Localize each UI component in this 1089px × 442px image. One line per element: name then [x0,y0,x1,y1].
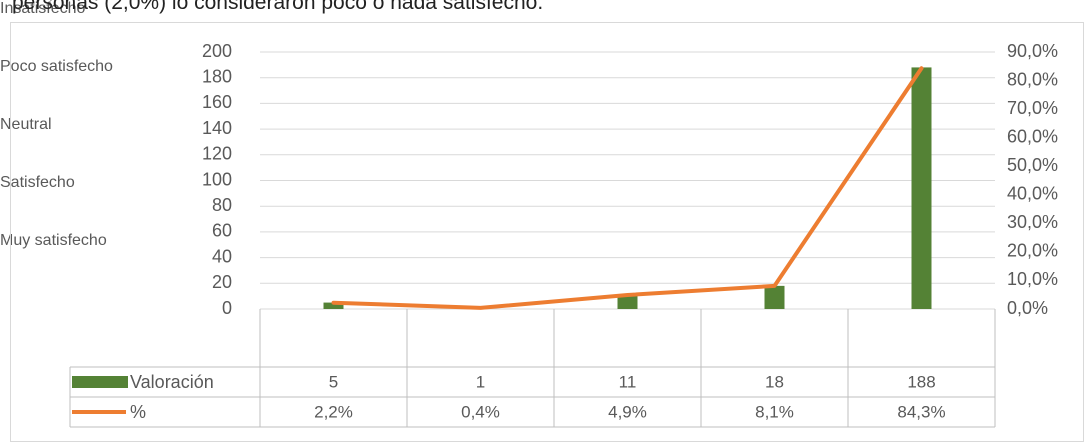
legend-label: % [130,402,146,422]
y2-tick-label: 50,0% [1007,155,1058,175]
bar [617,294,638,309]
table-value: 8,1% [755,402,794,421]
y-tick-label: 160 [202,92,232,112]
y-tick-label: 140 [202,118,232,138]
table-value: 0,4% [461,402,500,421]
y-tick-label: 20 [212,272,232,292]
y-tick-label: 200 [202,41,232,61]
legend-label: Valoración [130,372,214,392]
bar [323,302,344,309]
y2-tick-label: 70,0% [1007,98,1058,118]
y2-tick-label: 0,0% [1007,298,1048,318]
bar [764,285,785,309]
category-label: Muy satisfecho [0,232,107,249]
category-label: Poco satisfecho [0,58,113,75]
y-tick-label: 80 [212,195,232,215]
table-value: 2,2% [314,402,353,421]
legend-key [72,376,128,388]
category-label: Insatisfecho [0,0,86,17]
caption: personas (2,0%) lo consideraron poco o n… [12,0,544,14]
y-tick-label: 180 [202,66,232,86]
y2-tick-label: 60,0% [1007,126,1058,146]
y2-tick-label: 40,0% [1007,184,1058,204]
category-label: Satisfecho [0,174,75,191]
y-tick-label: 40 [212,246,232,266]
table-value: 84,3% [897,402,945,421]
table-value: 4,9% [608,402,647,421]
table-value: 18 [765,372,784,391]
y2-tick-label: 20,0% [1007,241,1058,261]
y2-tick-label: 30,0% [1007,212,1058,232]
y-tick-label: 0 [222,298,232,318]
y-tick-label: 60 [212,221,232,241]
y-tick-label: 100 [202,169,232,189]
chart: 0 20 40 60 80 100 120 140 160 180 200 0,0% 10,0% 20,0… [69,41,1058,428]
line [331,66,924,310]
table-value: 188 [907,372,935,391]
y2-tick-label: 10,0% [1007,269,1058,289]
y2-tick-label: 80,0% [1007,69,1058,89]
table-value: 5 [329,372,338,391]
bar [911,67,932,309]
category-label: Neutral [0,116,52,133]
table-value: 11 [619,372,637,391]
y2-tick-label: 90,0% [1007,41,1058,61]
y-tick-label: 120 [202,144,232,164]
table-value: 1 [476,372,485,391]
